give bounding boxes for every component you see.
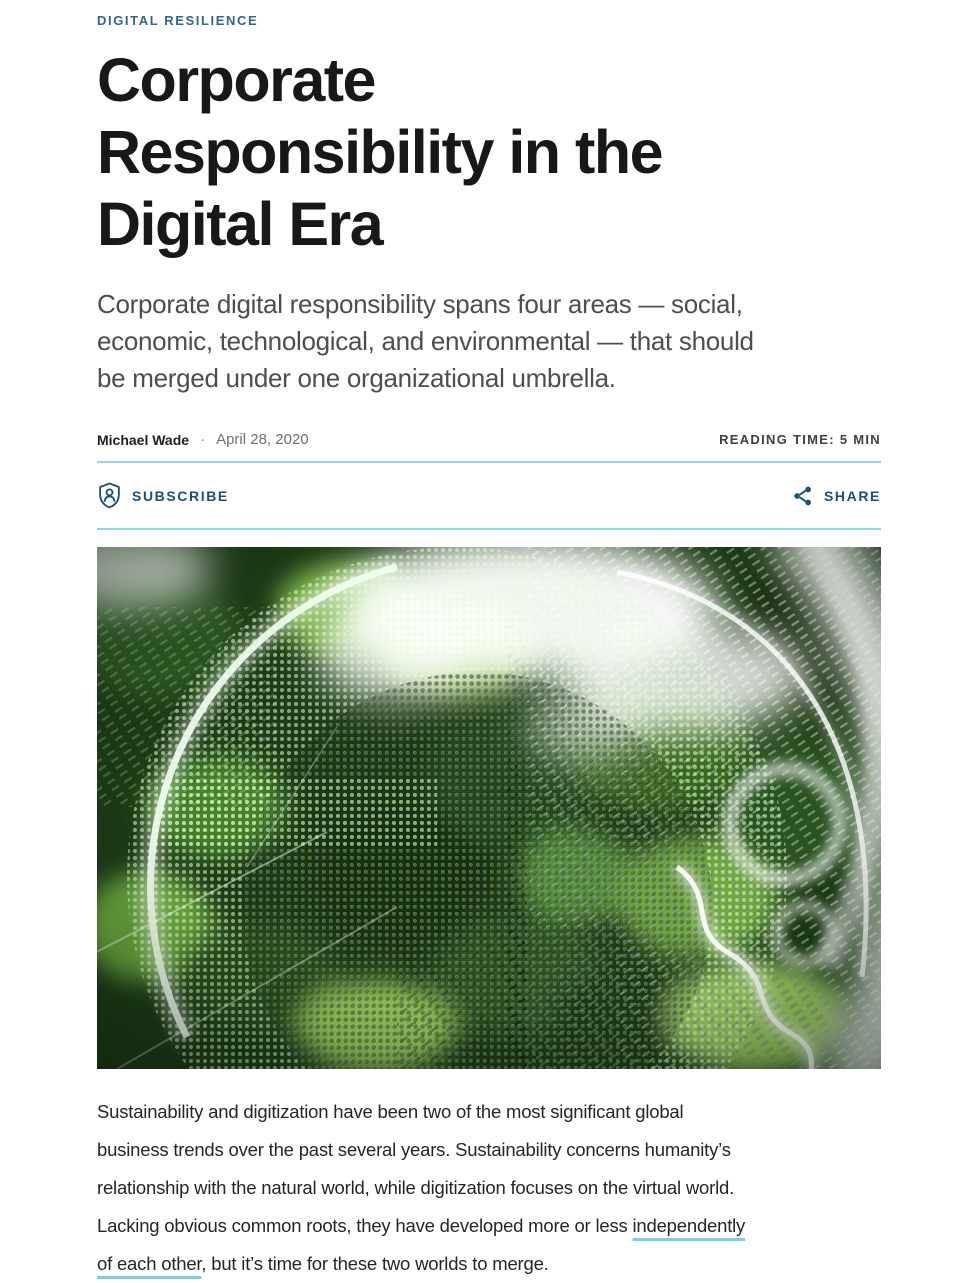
body-line: Sustainability and digitization have bee… — [97, 1101, 684, 1122]
publish-date: April 28, 2020 — [216, 431, 309, 448]
byline: Michael Wade · April 28, 2020 READING TI… — [97, 431, 881, 448]
reading-time: READING TIME: 5 MIN — [719, 432, 881, 447]
share-label: SHARE — [823, 487, 881, 504]
body-line: of each other, but it’s time for these t… — [97, 1245, 881, 1283]
subscribe-button[interactable]: SUBSCRIBE — [97, 482, 229, 509]
page-title: Corporate Responsibility in the Digital … — [97, 44, 881, 260]
article-dek: Corporate digital responsibility spans f… — [97, 286, 881, 397]
author-link[interactable]: Michael Wade — [97, 431, 190, 448]
category-link[interactable]: DIGITAL RESILIENCE — [97, 13, 259, 28]
inline-link[interactable]: of each other — [97, 1253, 202, 1274]
share-button[interactable]: SHARE — [792, 485, 881, 507]
body-line: business trends over the past several ye… — [97, 1139, 731, 1160]
shield-user-icon — [97, 482, 122, 509]
article-page: DIGITAL RESILIENCE Corporate Responsibil… — [97, 0, 881, 1283]
inline-link[interactable]: independently — [632, 1215, 746, 1236]
subscribe-label: SUBSCRIBE — [132, 487, 229, 504]
share-nodes-icon — [792, 485, 814, 507]
body-text-segment: Lacking obvious common roots, they have … — [97, 1215, 633, 1236]
title-line: Responsibility in the — [97, 118, 664, 186]
body-line: Lacking obvious common roots, they have … — [97, 1207, 881, 1245]
dek-line: Corporate digital responsibility spans f… — [97, 289, 743, 319]
article-body: Sustainability and digitization have bee… — [97, 1093, 881, 1283]
action-bar: SUBSCRIBE SHARE — [97, 461, 881, 530]
title-line: Digital Era — [97, 190, 384, 258]
body-line: relationship with the natural world, whi… — [97, 1177, 735, 1198]
byline-separator: · — [200, 431, 206, 448]
hero-image — [97, 547, 881, 1069]
dek-line: economic, technological, and environment… — [97, 326, 754, 356]
body-text-segment: , but it’s time for these two worlds to … — [201, 1253, 549, 1274]
dek-line: be merged under one organizational umbre… — [97, 363, 616, 393]
title-line: Corporate — [97, 46, 376, 114]
